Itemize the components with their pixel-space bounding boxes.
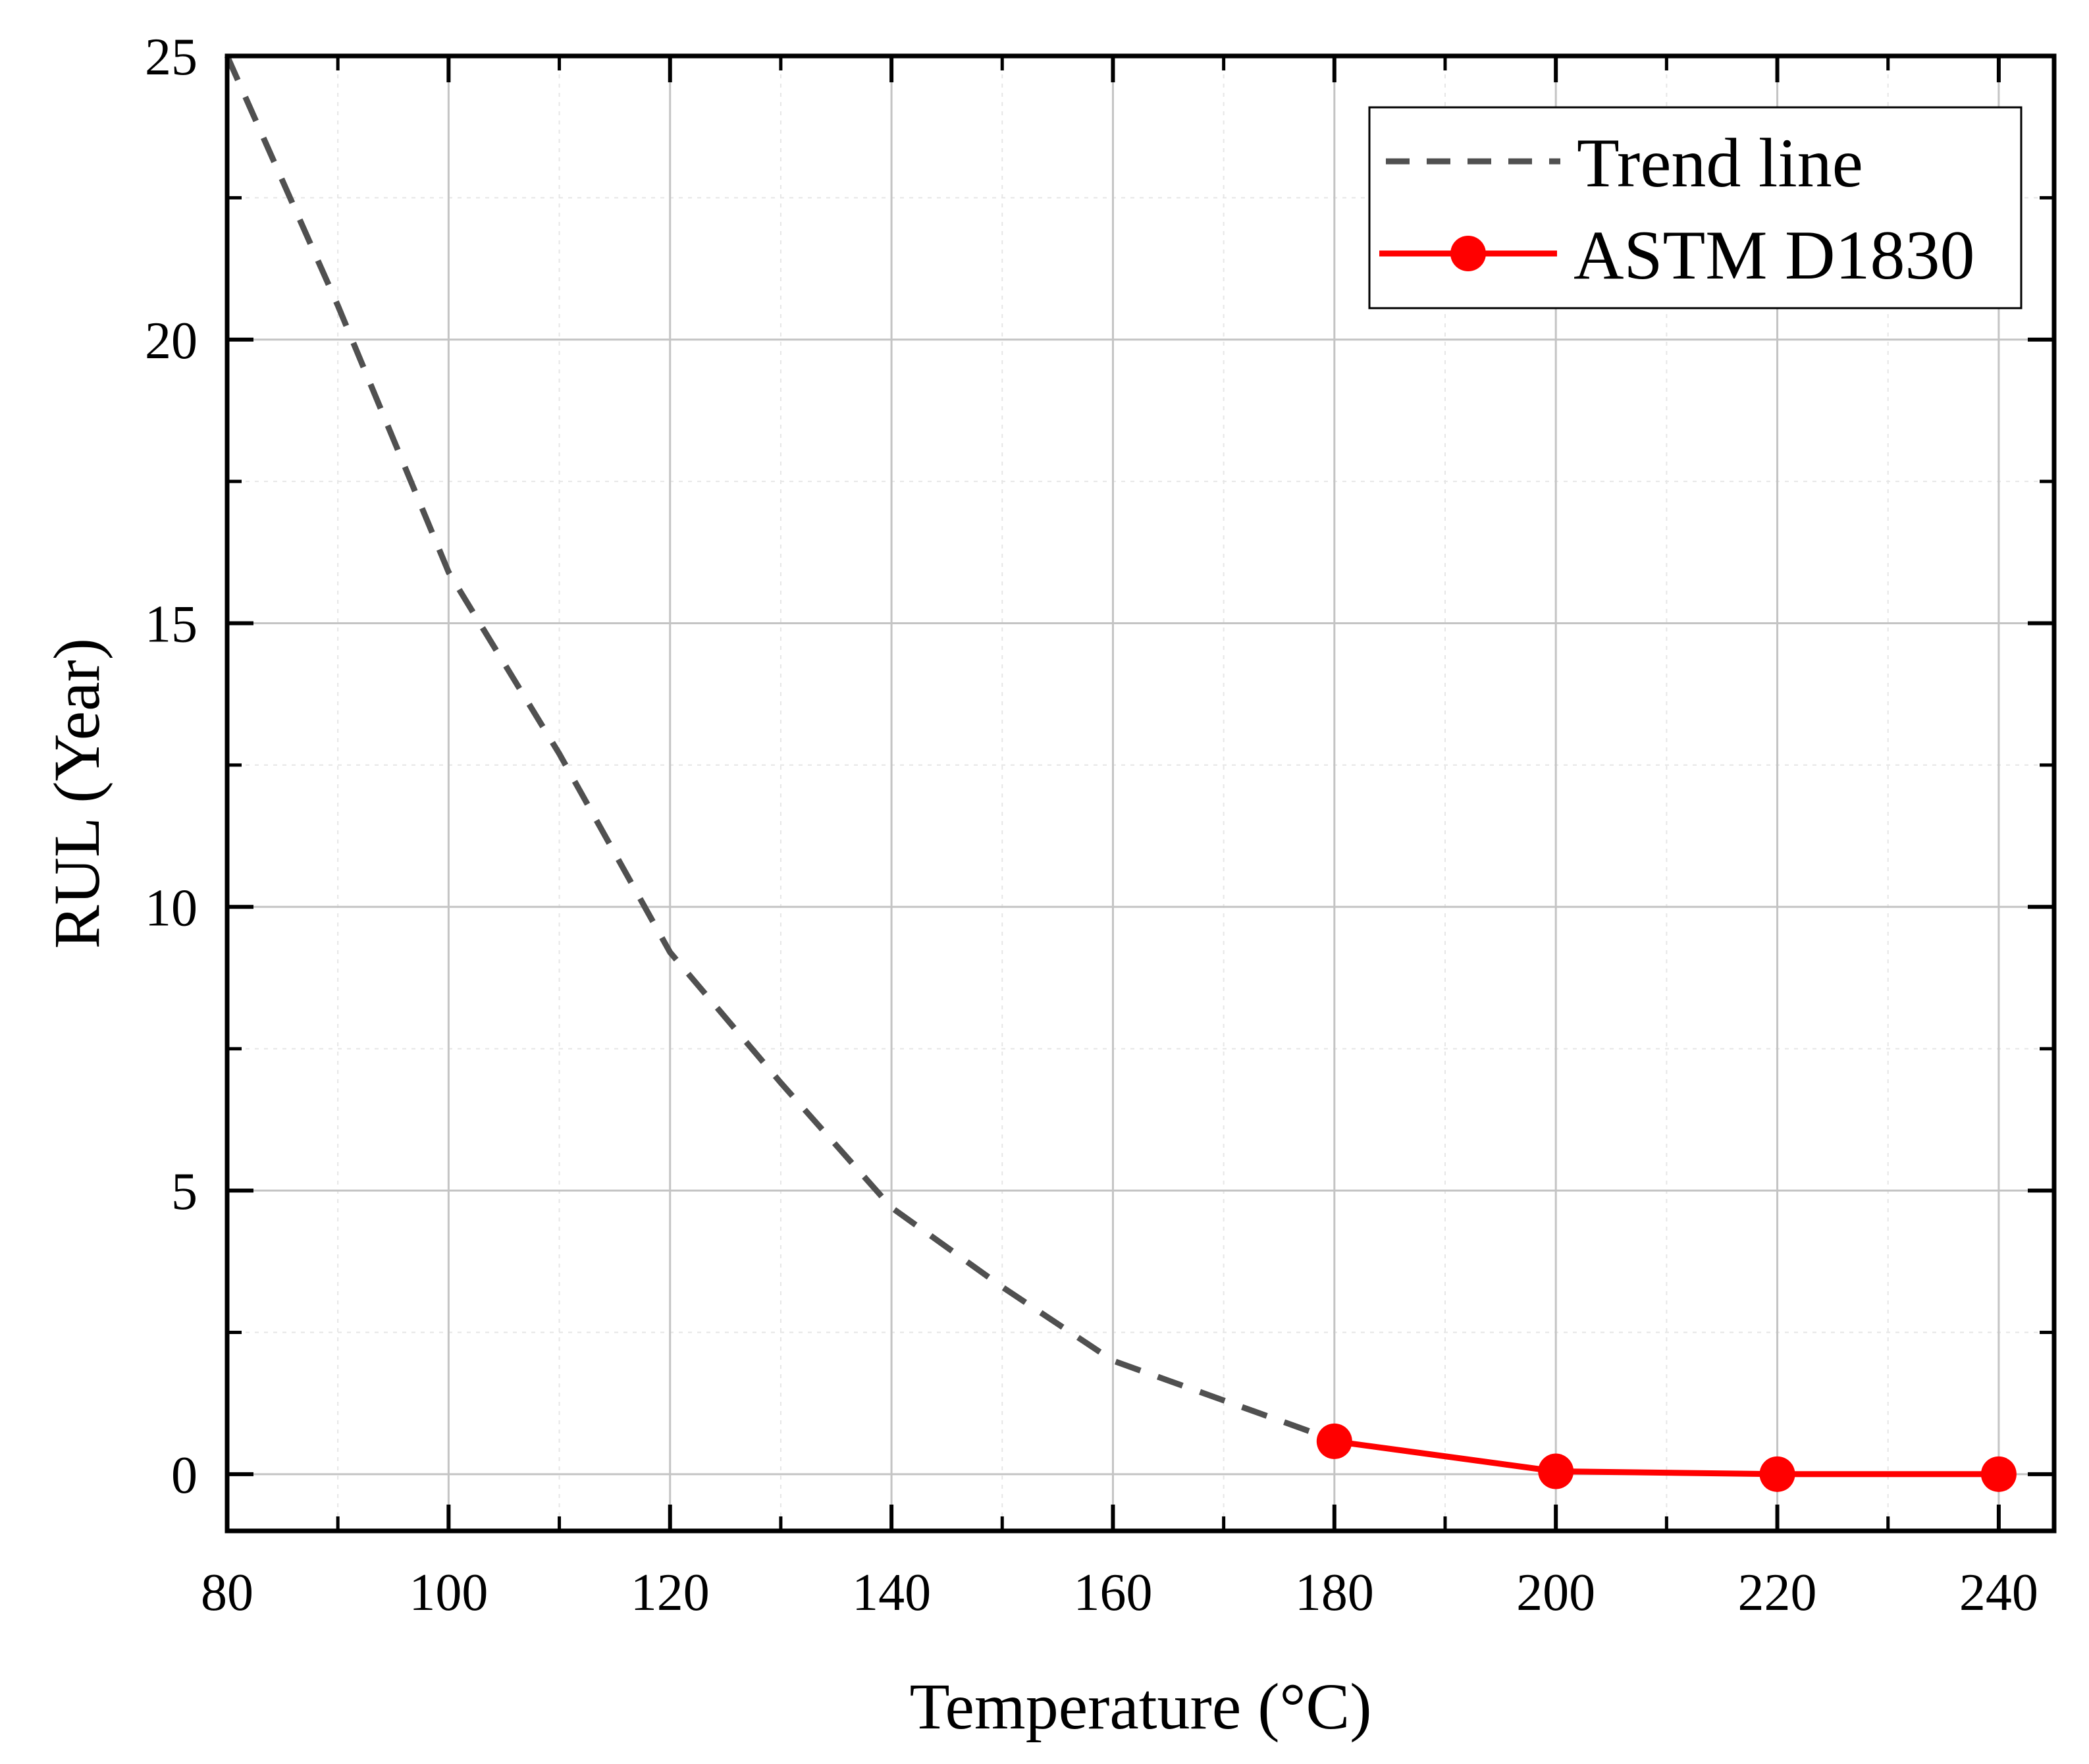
y-tick-labels: 0 5 10 15 20 25 [145,28,198,1505]
x-tick-label: 180 [1295,1564,1374,1622]
x-tick-label: 100 [409,1564,488,1622]
astm-d1830-point [1980,1456,2017,1492]
x-tick-label: 220 [1738,1564,1817,1622]
y-tick-label: 0 [171,1447,198,1505]
astm-d1830-point [1316,1423,1352,1459]
x-tick-label: 160 [1073,1564,1152,1622]
x-tick-label: 120 [631,1564,710,1622]
astm-d1830-point [1759,1456,1795,1492]
y-axis-title: RUL (Year) [40,638,113,949]
x-tick-label: 80 [201,1564,253,1622]
y-tick-label: 5 [171,1163,198,1221]
astm-d1830-point [1538,1453,1574,1489]
legend-trend-line-label: Trend line [1577,124,1863,201]
y-tick-label: 15 [145,596,198,654]
x-tick-labels: 80 100 120 140 160 180 200 220 240 [201,1564,2038,1622]
axis-ticks [225,54,2054,1531]
x-tick-label: 240 [1959,1564,2038,1622]
y-tick-label: 25 [145,28,198,86]
x-tick-label: 140 [852,1564,931,1622]
y-tick-label: 10 [145,879,198,937]
legend: Trend line ASTM D1830 [1368,106,2023,309]
x-axis-title: Temperature (°C) [909,1670,1371,1743]
y-tick-label: 20 [145,312,198,370]
legend-box [1368,106,2023,309]
legend-astm-d1830-label: ASTM D1830 [1573,217,1975,294]
x-tick-label: 200 [1516,1564,1595,1622]
trend-line [224,55,1336,1443]
plot-frame [225,53,2057,1534]
series [224,55,2017,1492]
legend-astm-d1830-marker [1450,236,1486,271]
astm-d1830-line [1334,1438,1999,1478]
